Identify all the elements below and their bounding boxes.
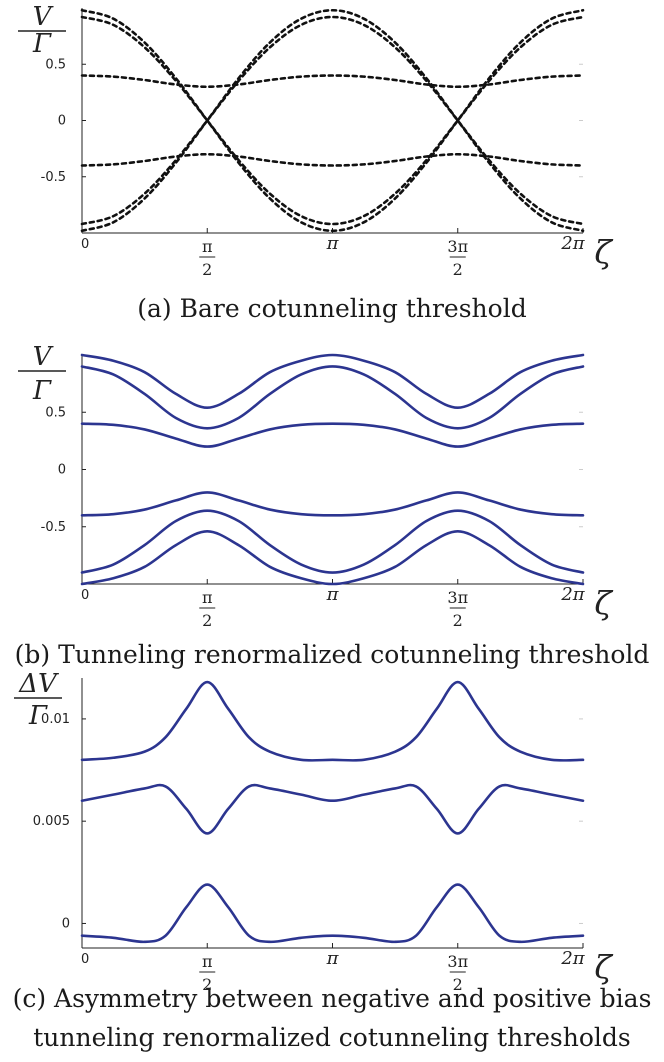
- series-line-b-1: [80, 365, 585, 430]
- series-line-c-2: [80, 883, 585, 944]
- series-line-b-2: [80, 422, 585, 448]
- series-line-b-0: [80, 353, 585, 409]
- y-tick-label-a-0: 0.5: [45, 57, 66, 72]
- x-tick-label-b-4: 2π: [560, 584, 585, 605]
- y-axis-label-top-b: V: [33, 342, 54, 372]
- x-tick-num-c-1: π: [202, 952, 213, 971]
- y-tick-label-b-0: 0.5: [45, 405, 66, 420]
- series-line-a-4: [80, 74, 585, 89]
- y-tick-label-c-2: 0: [62, 916, 70, 931]
- series-line-a-2: [80, 8, 585, 233]
- x-axis-label-c: ζ: [594, 948, 613, 986]
- y-tick-label-c-1: 0.005: [33, 814, 70, 829]
- y-axis-label-top-a: V: [33, 2, 54, 32]
- x-axis-label-b: ζ: [594, 584, 613, 622]
- x-tick-num-a-1: π: [202, 237, 213, 256]
- x-tick-den-b-1: 2: [202, 611, 212, 630]
- y-axis-label-bottom-a: Γ: [32, 29, 52, 59]
- x-tick-label-b-0: 0: [81, 588, 89, 603]
- x-tick-label-a-4: 2π: [560, 233, 585, 254]
- x-tick-den-a-1: 2: [202, 260, 212, 279]
- x-tick-num-b-3: 3π: [447, 588, 468, 607]
- y-tick-label-c-0: 0.01: [41, 712, 70, 727]
- x-tick-label-a-2: π: [326, 233, 340, 254]
- x-tick-den-c-1: 2: [202, 975, 212, 994]
- y-axis-label-bottom-c: Γ: [28, 701, 48, 731]
- y-axis-label-top-c: ΔV: [18, 669, 59, 699]
- series-line-c-0: [80, 680, 585, 762]
- series-line-b-5: [80, 530, 585, 586]
- series-line-b-3: [80, 491, 585, 517]
- series-line-a-3: [80, 15, 585, 226]
- series-line-c-1: [80, 783, 585, 835]
- x-tick-num-c-3: 3π: [447, 952, 468, 971]
- y-tick-label-a-1: 0: [58, 114, 66, 129]
- x-tick-label-c-4: 2π: [560, 948, 585, 969]
- y-tick-label-b-1: 0: [58, 463, 66, 478]
- x-tick-label-c-2: π: [326, 948, 340, 969]
- caption-c-line-1: tunneling renormalized cotunneling thres…: [33, 1023, 631, 1052]
- caption-c-line-0: (c) Asymmetry between negative and posit…: [13, 984, 652, 1013]
- y-tick-label-b-2: -0.5: [41, 520, 66, 535]
- x-tick-num-b-1: π: [202, 588, 213, 607]
- x-tick-label-b-2: π: [326, 584, 340, 605]
- caption-b-line-0: (b) Tunneling renormalized cotunneling t…: [15, 640, 650, 669]
- x-tick-den-c-3: 2: [453, 975, 463, 994]
- x-tick-num-a-3: 3π: [447, 237, 468, 256]
- y-tick-label-a-2: -0.5: [41, 170, 66, 185]
- caption-a-line-0: (a) Bare cotunneling threshold: [137, 294, 526, 323]
- y-axis-label-bottom-b: Γ: [32, 376, 52, 406]
- x-tick-label-c-0: 0: [81, 952, 89, 967]
- x-tick-den-b-3: 2: [453, 611, 463, 630]
- series-line-a-0: [80, 8, 585, 233]
- x-tick-den-a-3: 2: [453, 260, 463, 279]
- series-line-a-1: [80, 15, 585, 226]
- x-tick-label-a-0: 0: [81, 237, 89, 252]
- series-line-a-5: [80, 152, 585, 167]
- x-axis-label-a: ζ: [594, 233, 613, 271]
- series-line-b-4: [80, 509, 585, 574]
